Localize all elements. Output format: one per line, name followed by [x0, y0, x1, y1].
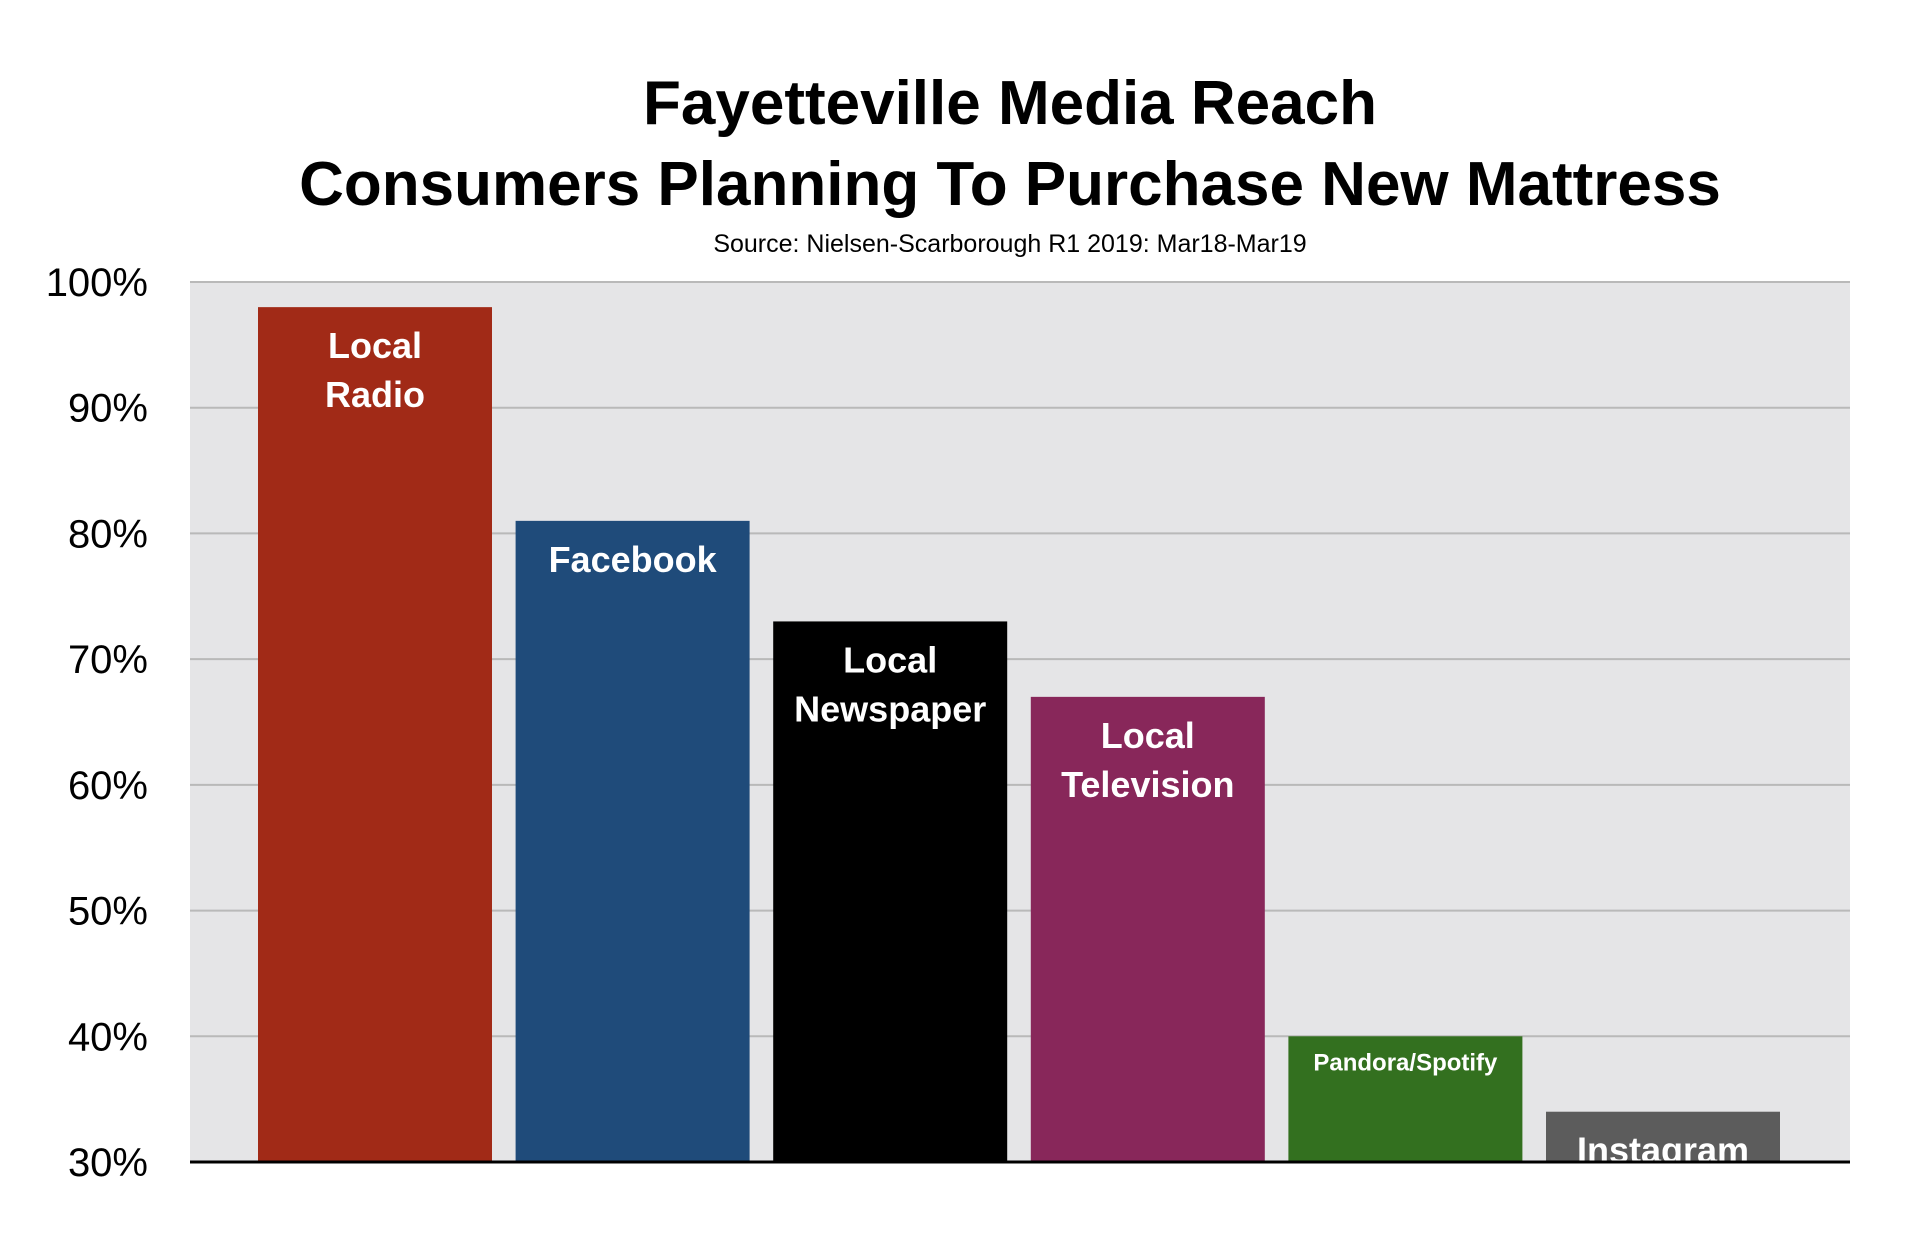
bar-label: Instagram [1577, 1130, 1749, 1171]
y-tick-label: 40% [68, 1015, 148, 1059]
y-axis-ticks: 30% 40% 50% 60% 70% 80% 90% 100% [46, 261, 148, 1185]
y-tick-label: 50% [68, 890, 148, 934]
bar-label: Local [843, 639, 937, 680]
bar-label: Radio [325, 374, 425, 415]
y-tick-label: 90% [68, 387, 148, 431]
bar-local-newspaper [773, 621, 1008, 1162]
y-tick-label: 100% [46, 261, 148, 305]
bar-label: Local [328, 325, 422, 366]
bar-instagram [1546, 1111, 1780, 1162]
chart-title-line-1: Fayetteville Media Reach [643, 69, 1377, 138]
bar-facebook [515, 520, 750, 1162]
bar-local-radio [258, 307, 492, 1163]
y-tick-label: 60% [68, 764, 148, 808]
y-tick-label: 80% [68, 512, 148, 556]
bar-label: Television [1061, 764, 1234, 805]
bar-labels: Local Radio Facebook Local Newspaper Local Tel… [325, 325, 1749, 1171]
y-tick-label: 30% [68, 1141, 148, 1185]
bar-local-television [1030, 696, 1265, 1162]
chart-title-line-2: Consumers Planning To Purchase New Mattr… [299, 150, 1721, 219]
bars [258, 307, 1780, 1163]
bar-pandora-spotify [1288, 1036, 1523, 1162]
bar-label: Newspaper [794, 688, 986, 729]
bar-label: Pandora/Spotify [1313, 1049, 1498, 1076]
bar-label: Facebook [549, 539, 718, 580]
bar-label: Local [1101, 715, 1195, 756]
y-tick-label: 70% [68, 638, 148, 682]
chart-subtitle: Source: Nielsen-Scarborough R1 2019: Mar… [713, 230, 1306, 258]
